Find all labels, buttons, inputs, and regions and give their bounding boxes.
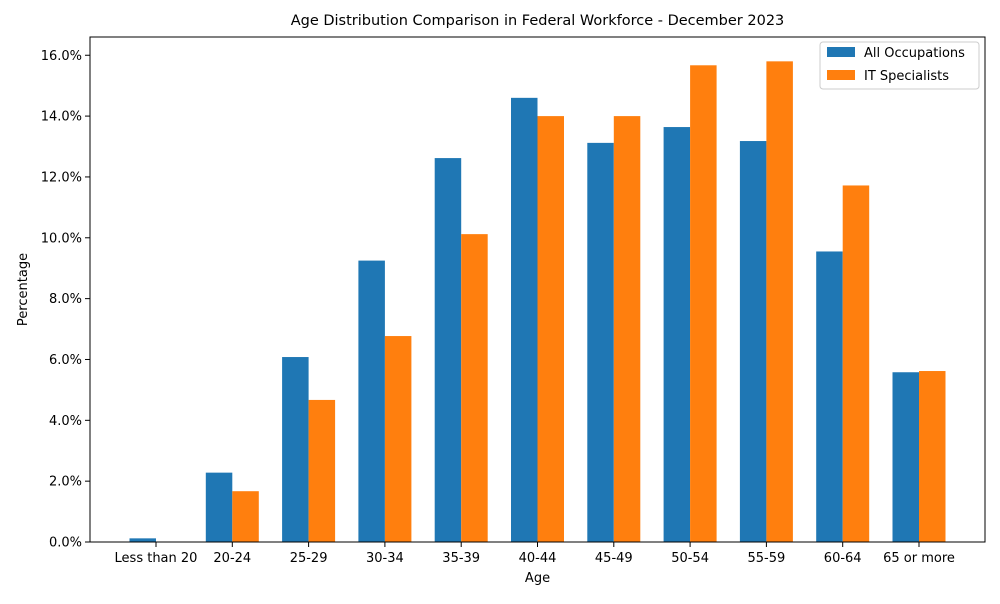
bar-all-occupations-3 xyxy=(358,260,385,542)
bar-all-occupations-10 xyxy=(892,372,919,542)
bar-all-occupations-2 xyxy=(282,357,309,542)
y-tick-label-0: 0.0% xyxy=(49,536,82,551)
x-tick-label-3: 30-34 xyxy=(366,551,404,566)
y-tick-label-7: 14.0% xyxy=(41,110,82,125)
bar-it-specialists-1 xyxy=(232,491,259,542)
chart-title: Age Distribution Comparison in Federal W… xyxy=(291,13,785,29)
bar-all-occupations-1 xyxy=(205,472,233,542)
y-tick-label-4: 8.0% xyxy=(49,292,82,307)
x-tick-label-10: 65 or more xyxy=(883,551,955,566)
legend-label-it-specialists: IT Specialists xyxy=(864,69,949,84)
bar-it-specialists-7 xyxy=(690,65,717,542)
bar-all-occupations-8 xyxy=(739,141,767,543)
bar-it-specialists-5 xyxy=(537,116,564,542)
x-tick-label-0: Less than 20 xyxy=(115,551,198,566)
y-tick-label-8: 16.0% xyxy=(41,49,82,64)
x-tick-label-7: 50-54 xyxy=(671,551,709,566)
x-tick-label-2: 25-29 xyxy=(290,551,328,566)
x-tick-label-9: 60-64 xyxy=(824,551,862,566)
x-tick-label-4: 35-39 xyxy=(442,551,480,566)
bar-it-specialists-2 xyxy=(308,399,336,542)
plot-frame xyxy=(89,36,986,543)
legend-label-all-occupations: All Occupations xyxy=(864,46,965,61)
x-tick-label-5: 40-44 xyxy=(519,551,557,566)
legend-swatch-all-occupations xyxy=(827,47,855,57)
bar-it-specialists-6 xyxy=(613,116,641,542)
y-tick-label-3: 6.0% xyxy=(49,353,82,368)
bars-layer xyxy=(129,61,946,543)
bar-it-specialists-4 xyxy=(461,234,488,542)
y-tick-label-5: 10.0% xyxy=(41,231,82,246)
bar-all-occupations-9 xyxy=(816,251,843,542)
y-tick-label-2: 4.0% xyxy=(49,414,82,429)
y-tick-label-1: 2.0% xyxy=(49,475,82,490)
x-tick-label-6: 45-49 xyxy=(595,551,633,566)
bar-all-occupations-4 xyxy=(434,158,462,542)
x-tick-label-1: 20-24 xyxy=(213,551,251,566)
y-tick-label-6: 12.0% xyxy=(41,170,82,185)
x-tick-label-8: 55-59 xyxy=(748,551,786,566)
bar-it-specialists-8 xyxy=(766,61,793,543)
legend: All Occupations IT Specialists xyxy=(819,41,980,90)
bar-it-specialists-10 xyxy=(919,371,946,542)
bar-all-occupations-6 xyxy=(587,142,614,542)
legend-box xyxy=(819,41,980,90)
bar-it-specialists-3 xyxy=(384,336,412,542)
bar-all-occupations-5 xyxy=(511,97,538,542)
bar-all-occupations-0 xyxy=(129,538,156,542)
y-axis-label: Percentage xyxy=(16,253,31,326)
legend-swatch-it-specialists xyxy=(827,70,855,80)
x-axis-label: Age xyxy=(525,571,550,586)
bar-all-occupations-7 xyxy=(663,127,691,543)
y-axis: 0.0% 2.0% 4.0% 6.0% 8.0% 10.0% 12.0% 14.0% 16.0% xyxy=(41,49,90,551)
x-axis: Less than 20 20-24 25-29 30-34 35-39 40-44 45-… xyxy=(115,542,955,566)
bar-it-specialists-9 xyxy=(842,185,870,542)
